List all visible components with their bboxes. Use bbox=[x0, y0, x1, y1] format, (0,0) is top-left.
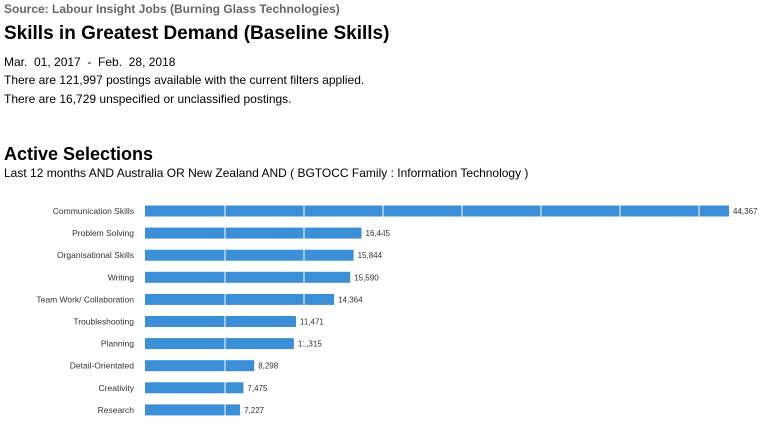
category-label: Writing bbox=[108, 272, 135, 282]
category-label: Research bbox=[98, 405, 135, 415]
category-label: Creativity bbox=[99, 383, 135, 393]
category-label: Problem Solving bbox=[72, 228, 134, 238]
bar bbox=[145, 360, 255, 372]
source-note: Source: Labour Insight Jobs (Burning Gla… bbox=[4, 2, 340, 16]
data-label: 14,364 bbox=[338, 295, 363, 304]
data-label: 7,475 bbox=[247, 384, 268, 393]
bar bbox=[145, 338, 294, 350]
data-label: 8,298 bbox=[258, 362, 279, 371]
bar bbox=[145, 271, 351, 283]
data-label: 16,445 bbox=[366, 229, 391, 238]
active-filters-text: Last 12 months AND Australia OR New Zeal… bbox=[4, 166, 529, 180]
category-label: Communication Skills bbox=[53, 206, 134, 216]
bar bbox=[145, 382, 244, 394]
data-label: 11,315 bbox=[298, 340, 322, 349]
category-label: Troubleshooting bbox=[73, 317, 134, 327]
date-range: Mar. 01, 2017 - Feb. 28, 2018 bbox=[4, 55, 176, 69]
postings-unspecified-text: There are 16,729 unspecified or unclassi… bbox=[4, 92, 292, 106]
bar bbox=[145, 404, 241, 416]
bar bbox=[145, 249, 354, 261]
bar bbox=[145, 205, 729, 217]
data-label: 15,590 bbox=[354, 273, 379, 282]
category-label: Planning bbox=[101, 339, 134, 349]
category-label: Team Work/ Collaboration bbox=[36, 294, 134, 304]
category-label: Detail-Orientated bbox=[70, 361, 135, 371]
postings-available-text: There are 121,997 postings available wit… bbox=[4, 73, 365, 87]
data-label: 15,844 bbox=[358, 251, 383, 260]
page-title: Skills in Greatest Demand (Baseline Skil… bbox=[4, 23, 390, 44]
active-selections-title: Active Selections bbox=[4, 144, 154, 164]
bar bbox=[145, 227, 362, 239]
data-label: 7,227 bbox=[244, 406, 265, 415]
data-label: 11,471 bbox=[300, 318, 324, 327]
bar bbox=[145, 316, 296, 327]
bar bbox=[145, 293, 335, 305]
category-label: Organisational Skills bbox=[57, 250, 134, 260]
data-label: 44,367 bbox=[733, 207, 758, 216]
